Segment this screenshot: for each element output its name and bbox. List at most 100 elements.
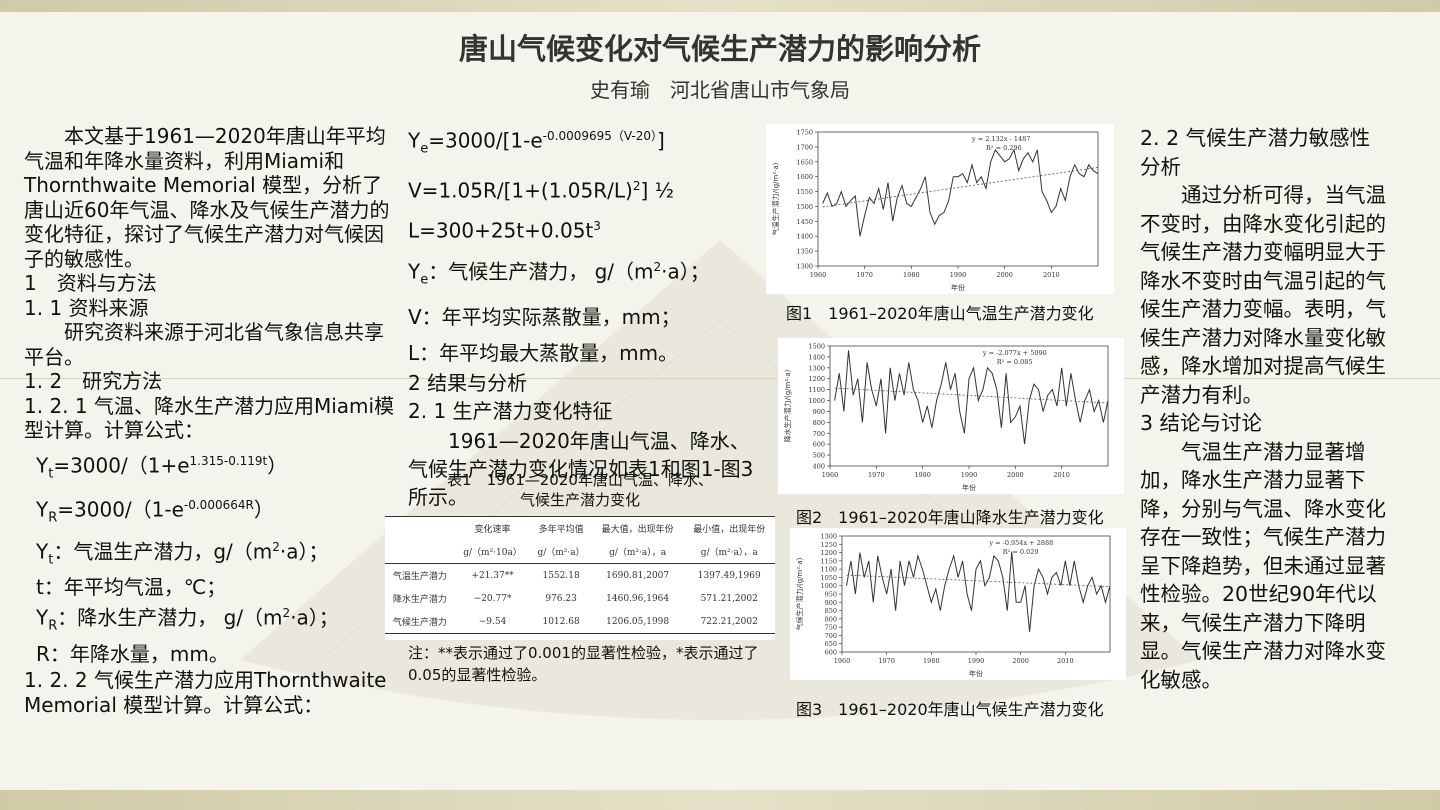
y-tick-label: 1050 xyxy=(820,574,837,582)
table-cell: 气候生产潜力 xyxy=(385,610,455,634)
plot-frame xyxy=(817,131,1099,267)
section-1-heading: 1 资料与方法 xyxy=(24,271,157,295)
section-3-heading: 3 结论与讨论 xyxy=(1140,411,1263,435)
figure-3-caption: 图3 1961–2020年唐山气候生产潜力变化 xyxy=(796,700,1104,719)
table-cell: −20.77* xyxy=(473,593,512,604)
table-cell: 降水生产潜力 xyxy=(392,595,447,605)
table-header-cell: 变化速率 xyxy=(454,516,531,540)
y-tick-label: 1350 xyxy=(796,248,813,256)
table-cell: 571.21,2002 xyxy=(700,593,758,604)
y-tick-label: 1100 xyxy=(820,566,837,574)
section-2-2-text: 通过分析可得，当气温不变时，由降水变化引起的气候生产潜力变幅明显大于降水不变时由… xyxy=(1140,183,1386,407)
y-tick-label: 1000 xyxy=(808,397,825,405)
x-tick-label: 1980 xyxy=(903,271,920,279)
x-tick-label: 1970 xyxy=(856,271,873,279)
trend-line xyxy=(822,167,1099,208)
table-cell: +21.37** xyxy=(471,570,514,581)
table-header-row: 变化速率 多年平均值 最大值，出现年份 最小值，出现年份 xyxy=(385,516,775,540)
table-caption-line-1: 表1 1961—2020年唐山气温、降水、 xyxy=(447,471,713,489)
y-tick-label: 600 xyxy=(825,649,837,657)
table-unit-cell: g/（m²·10a） xyxy=(454,540,531,564)
table-cell: 1012.68 xyxy=(530,610,592,634)
section-2-heading: 2 结果与分析 xyxy=(408,370,528,395)
x-tick-label: 2000 xyxy=(996,271,1013,279)
section-2-1-heading: 2. 1 生产潜力变化特征 xyxy=(408,398,613,423)
y-tick-label: 900 xyxy=(813,408,825,416)
def-v: V：年平均实际蒸散量，mm； xyxy=(408,304,681,329)
table-header-cell: 最小值，出现年份 xyxy=(683,516,775,540)
series-line xyxy=(846,551,1111,632)
x-tick-label: 1990 xyxy=(950,271,967,279)
trend-r2: R² = 0.029 xyxy=(1003,548,1039,556)
trend-r2: R² = 0.085 xyxy=(997,358,1033,366)
table-unit-cell: g/（m²·a），a xyxy=(683,540,775,564)
def-l: L：年平均最大蒸散量，mm。 xyxy=(408,340,679,365)
y-tick-label: 400 xyxy=(813,463,825,471)
plot-frame xyxy=(841,535,1111,653)
formula-yr: YR=3000/（1-e-0.000664R） xyxy=(36,497,274,526)
table-cell: 722.21,2002 xyxy=(683,610,775,634)
x-tick-label: 2000 xyxy=(1012,657,1029,665)
column-4: 2. 2 气候生产潜力敏感性分析 通过分析可得，当气温不变时，由降水变化引起的气… xyxy=(1140,124,1386,694)
table-units-row: g/（m²·10a） g/（m²·a） g/（m²·a），a g/（m²·a），… xyxy=(385,540,775,564)
x-tick-label: 1990 xyxy=(968,657,985,665)
table-unit-cell: g/（m²·a），a xyxy=(591,540,684,564)
y-tick-label: 1100 xyxy=(808,386,825,394)
y-tick-label: 950 xyxy=(825,591,837,599)
def-r: R：年降水量，mm。 xyxy=(36,641,229,666)
table-note: 注：**表示通过了0.001的显著性检验，*表示通过了0.05的显著性检验。 xyxy=(408,644,759,684)
y-tick-label: 1400 xyxy=(796,233,813,241)
trend-r2: R² = 0.296 xyxy=(986,144,1022,152)
y-tick-label: 750 xyxy=(825,624,837,632)
table-cell: 1397.49,1969 xyxy=(697,570,761,581)
x-tick-label: 1990 xyxy=(961,471,978,479)
y-tick-label: 500 xyxy=(813,452,825,460)
y-tick-label: 1600 xyxy=(796,173,813,181)
section-1-1-text: 研究资料来源于河北省气象信息共享平台。 xyxy=(24,320,384,369)
figure-2-caption: 图2 1961–2020年唐山降水生产潜力变化 xyxy=(796,508,1104,527)
x-tick-label: 1960 xyxy=(822,471,839,479)
y-tick-label: 1450 xyxy=(796,218,813,226)
figure-3: 1300 1250 1200 1150 1100 1050 1000 950 900 850 800… xyxy=(790,528,1126,680)
table-caption-line-2: 气候生产潜力变化 xyxy=(519,491,640,509)
table-cell: 气温生产潜力 xyxy=(392,572,447,582)
table-header-cell: 最大值，出现年份 xyxy=(591,516,684,540)
y-axis-label: 气候生产潜力/(g/m²·a) xyxy=(795,557,804,630)
figure-2-chart: 1500 1400 1300 1200 1100 1000 900 800 700 600 500 4… xyxy=(783,343,1109,492)
y-tick-label: 1300 xyxy=(820,533,837,541)
y-tick-label: 600 xyxy=(813,441,825,449)
x-tick-label: 1980 xyxy=(923,657,940,665)
table-cell: 1690.81,2007 xyxy=(606,570,670,581)
table-1: 变化速率 多年平均值 最大值，出现年份 最小值，出现年份 g/（m²·10a） … xyxy=(385,516,775,640)
section-2-1-text: 1961—2020年唐山气温、降水、气候生产潜力变化情况如表1和图1-图3所示。 xyxy=(408,428,754,509)
formula-l: L=300+25t+0.05t3 xyxy=(408,218,601,243)
author-affiliation: 史有瑜 河北省唐山市气象局 xyxy=(590,78,850,102)
table-row: 气温生产潜力 +21.37** 1552.18 1690.81,2007 139… xyxy=(385,564,775,588)
x-tick-label: 1970 xyxy=(878,657,895,665)
table-header-cell xyxy=(385,516,455,540)
series-line xyxy=(822,148,1099,237)
y-tick-label: 1700 xyxy=(796,143,813,151)
y-tick-label: 1300 xyxy=(796,263,813,271)
x-axis-label: 年份 xyxy=(969,669,983,678)
section-1-2-1-text: 1. 2. 1 气温、降水生产潜力应用Miami模型计算。计算公式： xyxy=(24,393,395,443)
x-axis-label: 年份 xyxy=(962,483,976,492)
x-tick-label: 1960 xyxy=(810,271,827,279)
background-rule xyxy=(0,378,1440,379)
figure-1-chart: 1750 1700 1650 1600 1550 1500 1450 1400 1350 1300… xyxy=(771,129,1099,292)
trend-line xyxy=(834,387,1109,404)
formula-v: V=1.05R/[1+(1.05R/L)2] ½ xyxy=(408,178,674,203)
figure-1: 1750 1700 1650 1600 1550 1500 1450 1400 1350 1300… xyxy=(766,124,1114,294)
y-tick-label: 700 xyxy=(813,430,825,438)
x-tick-label: 2000 xyxy=(1007,471,1024,479)
y-tick-label: 850 xyxy=(825,607,837,615)
trend-equation: y = -0.954x + 2888 xyxy=(988,539,1053,547)
section-2-2-heading: 2. 2 气候生产潜力敏感性分析 xyxy=(1140,126,1371,179)
y-axis-label: 气温生产潜力/(g/m²·a) xyxy=(771,162,780,235)
y-tick-label: 800 xyxy=(813,419,825,427)
x-axis-label: 年份 xyxy=(951,283,965,292)
table-cell: −9.54 xyxy=(454,610,531,634)
y-tick-label: 1200 xyxy=(820,549,837,557)
figure-3-chart: 1300125012001150110010501000950900850800… xyxy=(795,533,1111,678)
def-t: t：年平均气温，℃； xyxy=(36,574,227,599)
